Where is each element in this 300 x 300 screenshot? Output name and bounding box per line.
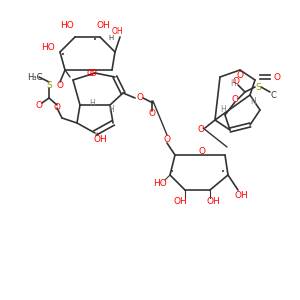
Text: OH: OH (111, 28, 123, 37)
Text: HO: HO (60, 20, 74, 29)
Text: O: O (53, 103, 61, 112)
Text: HO: HO (153, 178, 167, 188)
Text: OH: OH (93, 136, 107, 145)
Text: OH: OH (234, 190, 248, 200)
Text: OH: OH (206, 197, 220, 206)
Text: H: H (108, 106, 114, 115)
Text: •: • (61, 52, 65, 58)
Text: O: O (236, 70, 244, 80)
Text: O: O (274, 73, 280, 82)
Text: OH: OH (173, 197, 187, 206)
Text: H: H (230, 79, 236, 88)
Text: O: O (148, 110, 155, 118)
Text: H: H (108, 35, 114, 41)
Text: O: O (86, 68, 94, 77)
Text: O: O (136, 94, 143, 103)
Text: •: • (170, 169, 174, 175)
Text: OH: OH (96, 20, 110, 29)
Text: H₃C: H₃C (27, 73, 43, 82)
Text: O: O (89, 68, 97, 77)
Text: S: S (46, 80, 52, 89)
Text: H: H (89, 98, 95, 107)
Text: O: O (199, 148, 206, 157)
Text: S: S (255, 82, 261, 91)
Text: O: O (197, 125, 205, 134)
Text: O: O (232, 77, 239, 86)
Text: H: H (250, 98, 256, 106)
Text: C: C (270, 91, 276, 100)
Text: •: • (93, 37, 97, 43)
Text: H: H (220, 106, 226, 115)
Text: HO: HO (41, 43, 55, 52)
Text: O: O (35, 100, 43, 109)
Text: •: • (221, 169, 225, 175)
Text: O: O (164, 134, 170, 143)
Text: O: O (232, 94, 238, 103)
Text: O: O (56, 82, 64, 91)
